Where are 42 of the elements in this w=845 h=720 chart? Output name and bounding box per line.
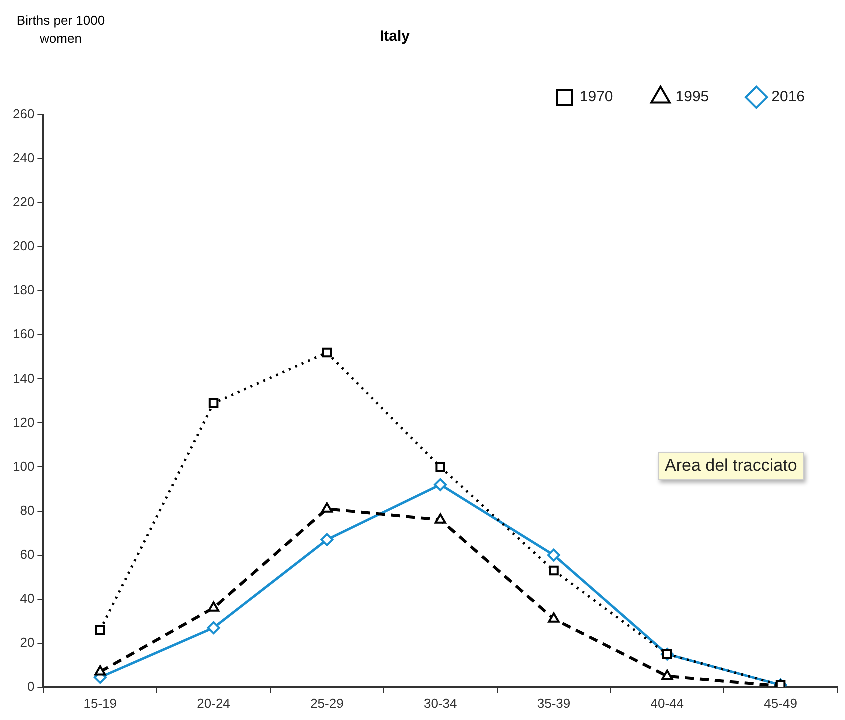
y-tick-label: 40 bbox=[20, 590, 35, 606]
point bbox=[320, 533, 334, 546]
point bbox=[434, 514, 446, 524]
legend-label: 2016 bbox=[772, 88, 806, 106]
y-tick-label: 120 bbox=[12, 414, 35, 430]
y-tick-label: 240 bbox=[12, 150, 35, 166]
point bbox=[436, 462, 446, 472]
point bbox=[207, 621, 220, 634]
y-tick-label: 180 bbox=[12, 282, 35, 298]
point bbox=[208, 398, 219, 408]
point bbox=[547, 548, 560, 562]
x-tick-label: 40-44 bbox=[650, 696, 684, 711]
point bbox=[434, 478, 448, 492]
y-tick-label: 260 bbox=[12, 106, 35, 122]
y-tick-label: 140 bbox=[12, 370, 35, 386]
point bbox=[549, 566, 559, 576]
y-tick-label: 100 bbox=[12, 458, 35, 474]
y-tick-label: 200 bbox=[12, 238, 35, 254]
x-tick-label: 35-39 bbox=[537, 696, 571, 711]
y-tick-label: 20 bbox=[20, 634, 35, 650]
x-tick-label: 25-29 bbox=[310, 696, 344, 711]
x-tick-label: 20-24 bbox=[197, 696, 230, 711]
x-tick-label: 45-49 bbox=[764, 696, 798, 711]
y-tick-label: 0 bbox=[27, 678, 35, 694]
chart-title: Italy bbox=[380, 28, 410, 45]
x-tick-label: 30-34 bbox=[424, 696, 458, 711]
y-tick-label: 60 bbox=[20, 546, 35, 562]
legend-label: 1970 bbox=[580, 88, 614, 106]
y-tick-label: 220 bbox=[12, 194, 35, 210]
point bbox=[94, 665, 106, 676]
point bbox=[208, 602, 220, 612]
point bbox=[322, 348, 332, 358]
y-axis-title: Births per 1000 women bbox=[16, 12, 106, 48]
point bbox=[321, 502, 333, 513]
point bbox=[548, 612, 560, 623]
point bbox=[96, 625, 106, 636]
annotation: Area del tracciato bbox=[658, 452, 804, 480]
x-tick-label: 15-19 bbox=[84, 696, 118, 711]
legend-label: 1995 bbox=[676, 88, 710, 106]
y-tick-label: 80 bbox=[20, 502, 35, 518]
point bbox=[662, 670, 674, 680]
y-tick-label: 160 bbox=[12, 326, 35, 342]
